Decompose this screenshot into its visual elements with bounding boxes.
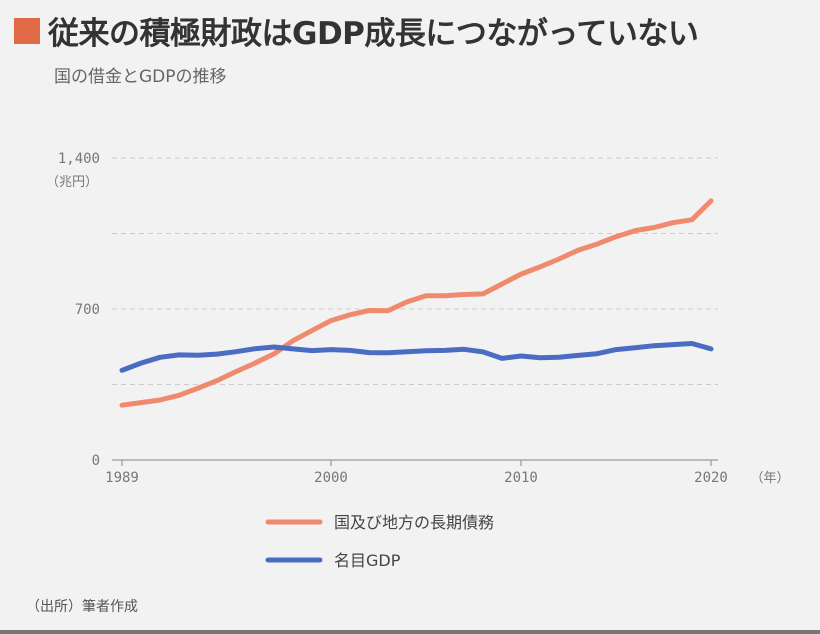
series-line-gdp bbox=[119, 341, 714, 373]
x-tick-label: 1989 bbox=[105, 470, 139, 486]
legend-label: 名目GDP bbox=[334, 551, 401, 570]
bottom-rule bbox=[0, 630, 820, 634]
x-tick-label: 2010 bbox=[504, 470, 538, 486]
series-line-debt bbox=[119, 198, 714, 408]
x-tick-label: 2000 bbox=[314, 470, 348, 486]
y-unit-label: （兆円） bbox=[46, 175, 98, 190]
chart-subtitle: 国の借金とGDPの推移 bbox=[54, 67, 227, 87]
y-tick-label: 700 bbox=[75, 302, 100, 318]
chart-title: 従来の積極財政はGDP成長につながっていない bbox=[48, 16, 699, 52]
series-lines bbox=[119, 198, 714, 408]
axes: 0 700 1,400 （兆円） 1989 2000 2010 2020 （年） bbox=[46, 151, 790, 486]
title-accent-square bbox=[14, 17, 40, 44]
x-tick-label: 2020 bbox=[694, 470, 728, 486]
legend-label: 国及び地方の長期債務 bbox=[334, 513, 494, 532]
title-row: 従来の積極財政はGDP成長につながっていない bbox=[14, 8, 699, 53]
source-note: （出所）筆者作成 bbox=[26, 599, 138, 615]
y-tick-label: 0 bbox=[92, 453, 100, 469]
y-tick-label: 1,400 bbox=[58, 151, 100, 167]
x-unit-label: （年） bbox=[750, 471, 789, 486]
